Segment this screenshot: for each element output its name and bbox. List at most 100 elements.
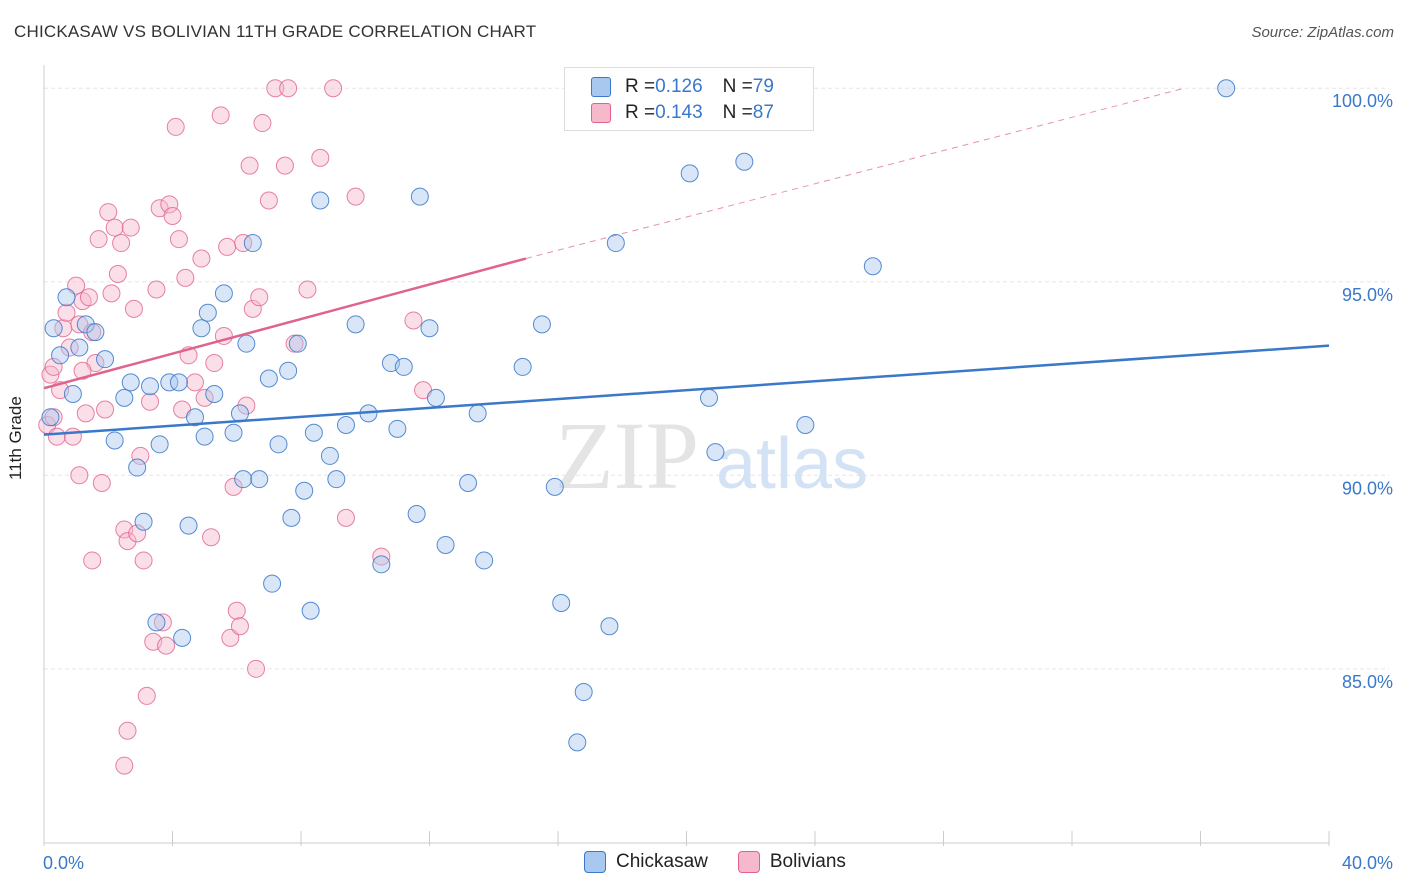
chickasaw-point [185,408,204,427]
bolivians-point [115,756,134,775]
chickasaw-point [327,470,346,489]
chickasaw-point [735,152,754,171]
r-label: R = [625,76,656,97]
chickasaw-point [410,187,429,206]
chickasaw-point [192,319,211,338]
chickasaw-point [1217,79,1236,98]
chickasaw-point [372,555,391,574]
chickasaw-point [545,477,564,496]
bolivians-point [166,117,185,136]
bolivians-point [118,721,137,740]
r-value: 0.143 [655,102,703,123]
bolivians-point [57,303,76,322]
r-value: 0.126 [655,76,703,97]
bolivians-point [205,354,224,373]
chickasaw-point [426,388,445,407]
chickasaw-point [706,443,725,462]
chickasaw-point [288,334,307,353]
watermark: ZIP atlas [555,402,868,509]
bolivians-point [169,230,188,249]
bolivians-point [221,628,240,647]
chickasaw-point [282,508,301,527]
chickasaw-point [214,284,233,303]
bolivians-point [134,551,153,570]
chickasaw-point [468,404,487,423]
n-value: 87 [752,102,774,123]
chickasaw-point [44,319,63,338]
legend-item-chickasaw[interactable]: Chickasaw [584,851,708,873]
bolivians-point [192,249,211,268]
bolivians-point [237,396,256,415]
chickasaw-point [41,408,60,427]
bolivians-point [147,280,166,299]
bolivians-point [108,265,127,284]
r-label: R = [625,102,656,123]
series-chickasaw-points [41,79,1236,752]
watermark-zip: ZIP [555,402,699,509]
bolivians-point [163,206,182,225]
stats-row-chickasaw: R = 0.126 N = 79 [591,75,774,99]
bolivians-point [137,686,156,705]
bolivians-point [60,338,79,357]
y-axis-label: 11th Grade [6,396,25,480]
bolivians-point [70,466,89,485]
blue-swatch [591,77,611,97]
chickasaw-point [301,601,320,620]
chickasaw-point [407,504,426,523]
bolivians-point [234,234,253,253]
bolivians-point [227,601,246,620]
chickasaw-point [237,334,256,353]
n-label: N = [722,76,753,97]
chickasaw-point [198,303,217,322]
chickasaw-point [320,446,339,465]
chickasaw-point [230,404,249,423]
bolivians-point [279,79,298,98]
chickasaw-point [234,470,253,489]
chickasaw-point [86,323,105,342]
chickasaw-point [394,357,413,376]
bolivians-point [99,203,118,222]
chickasaw-point [173,628,192,647]
bolivians-point [247,659,266,678]
pink-swatch [591,103,611,123]
x-tick-label: 0.0% [43,853,84,873]
chickasaw-point [179,516,198,535]
bolivians-point [311,148,330,167]
series-bolivians-points [38,79,433,775]
chickasaw-point [346,315,365,334]
axes [43,65,1330,846]
legend-item-bolivians[interactable]: Bolivians [737,851,846,873]
chickasaw-point [147,613,166,632]
chickasaw-point [243,234,262,253]
bolivians-point [253,114,272,133]
bolivians-point [218,237,237,256]
chickasaw-point [552,594,571,613]
grid-lines [44,87,1389,670]
bolivians-point [230,617,249,636]
chickasaw-point [51,346,70,365]
bolivians-point [336,508,355,527]
chickasaw-point [568,733,587,752]
y-tick-label: 90.0% [1342,478,1393,498]
chickasaw-point [304,423,323,442]
blue-swatch [584,851,606,873]
bolivians-point [89,230,108,249]
chickasaw-point [336,415,355,434]
bolivians-point [211,106,230,125]
chickasaw-point [96,350,115,369]
n-label: N = [722,102,753,123]
chickasaw-point [475,551,494,570]
chickasaw-point [680,164,699,183]
chickasaw-point [259,369,278,388]
bolivians-point [243,299,262,318]
bolivians-point [102,284,121,303]
bolivians-point [112,234,131,253]
x-tick-labels: 0.0% 40.0% [43,853,1393,873]
chickasaw-point [160,373,179,392]
bolivians-point [96,400,115,419]
chickasaw-point [574,683,593,702]
chickasaw-point [532,315,551,334]
chickasaw-point [311,191,330,210]
bolivians-point [92,474,111,493]
